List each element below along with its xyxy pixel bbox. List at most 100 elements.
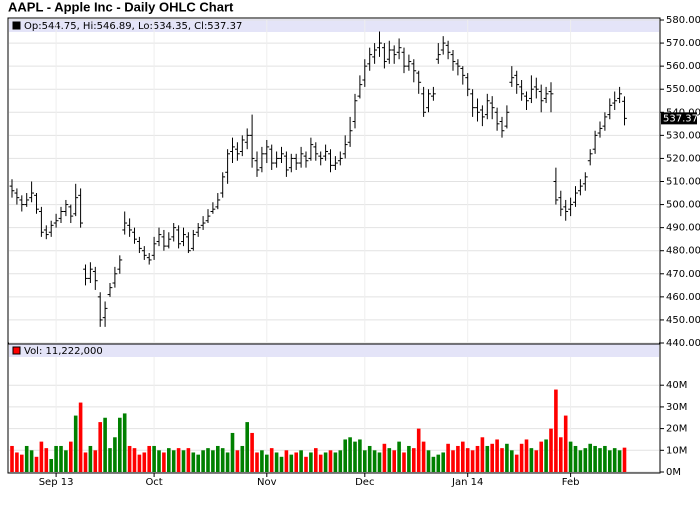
volume-bar (20, 454, 24, 472)
volume-bar (196, 454, 200, 472)
x-tick-label: Feb (562, 477, 580, 488)
volume-bar (510, 450, 514, 472)
volume-bar (392, 450, 396, 472)
volume-bar (358, 439, 362, 472)
volume-bar (274, 452, 279, 472)
volume-bar (147, 445, 151, 472)
volume-bar (333, 452, 338, 472)
volume-bar (176, 448, 181, 472)
volume-bar (88, 445, 93, 472)
volume-bar (416, 428, 421, 472)
volume-bar (387, 448, 392, 472)
y-tick-label: 550.00 (666, 84, 700, 95)
volume-bar (206, 448, 210, 472)
volume-bar (294, 452, 298, 472)
volume-bar (451, 450, 455, 472)
volume-bar (534, 450, 539, 472)
volume-bar (421, 441, 426, 472)
volume-bar (446, 443, 450, 472)
x-tick-label: Dec (355, 477, 374, 488)
volume-bar (598, 448, 602, 472)
volume-bar (171, 450, 176, 472)
volume-bar (225, 452, 230, 472)
volume-bar (103, 417, 107, 472)
chart-title: AAPL - Apple Inc - Daily OHLC Chart (8, 0, 234, 14)
y-tick-label: 570.00 (666, 38, 700, 49)
volume-bar (608, 450, 612, 472)
volume-bar (505, 443, 509, 472)
volume-bar (363, 450, 367, 472)
volume-bar (157, 450, 161, 472)
legend-text: Op:544.75, Hi:546.89, Lo:534.35, Cl:537.… (24, 21, 242, 32)
volume-bar (583, 448, 588, 472)
y-tick-label: 0M (666, 467, 681, 478)
y-tick-label: 580.00 (666, 15, 700, 26)
volume-bar (338, 450, 343, 472)
volume-bar (265, 454, 269, 472)
volume-bar (118, 417, 122, 472)
volume-bar (24, 445, 29, 472)
price-header (9, 19, 659, 32)
volume-bar (122, 413, 127, 472)
volume-bar (426, 450, 431, 472)
volume-bar (98, 422, 102, 472)
volume-bar (108, 448, 112, 472)
y-tick-label: 490.00 (666, 223, 700, 234)
volume-bar (54, 445, 58, 472)
volume-bar (544, 439, 548, 472)
volume-bar (568, 441, 573, 472)
volume-bar (382, 443, 387, 472)
volume-bar (240, 445, 245, 472)
y-tick-label: 480.00 (666, 246, 700, 257)
volume-bar (593, 445, 597, 472)
volume-bar (201, 450, 205, 472)
volume-bar (490, 443, 494, 472)
volume-bar (15, 452, 19, 472)
volume-header (9, 344, 659, 357)
volume-bar (573, 445, 578, 472)
volume-bar (456, 445, 460, 472)
volume-bar (289, 454, 294, 472)
volume-bar (64, 450, 68, 472)
volume-bar (485, 445, 490, 472)
x-tick-label: Oct (145, 477, 162, 488)
volume-bar (519, 443, 524, 472)
legend-swatch (12, 346, 21, 355)
volume-bar (59, 445, 63, 472)
volume-bar (353, 441, 357, 472)
volume-bar (539, 441, 543, 472)
y-tick-label: 530.00 (666, 130, 700, 141)
volume-bar (348, 437, 352, 472)
volume-bar (314, 448, 318, 472)
volume-bar (73, 415, 78, 472)
volume-bar (461, 441, 465, 472)
y-tick-label: 10M (666, 445, 687, 456)
volume-bar (137, 454, 142, 472)
volume-bar (554, 389, 558, 472)
volume-bar (284, 450, 289, 472)
x-tick-label: Jan 14 (451, 477, 483, 488)
volume-bar (162, 452, 166, 472)
volume-bar (142, 452, 147, 472)
y-tick-label: 560.00 (666, 61, 700, 72)
volume-bar (34, 456, 39, 472)
volume-bar (216, 445, 220, 472)
y-tick-label: 460.00 (666, 292, 700, 303)
volume-bar (475, 445, 480, 472)
last-price-box (661, 112, 697, 125)
volume-bar (495, 439, 499, 472)
volume-bar (152, 445, 156, 472)
volume-bar (514, 454, 519, 472)
volume-bar (323, 452, 328, 472)
y-tick-label: 470.00 (666, 269, 700, 280)
volume-bar (470, 450, 475, 472)
volume-bar (211, 450, 215, 472)
volume-bar (39, 441, 44, 472)
volume-bar (480, 437, 485, 472)
volume-bar (132, 448, 137, 472)
volume-bar (167, 448, 171, 472)
volume-bar (441, 452, 445, 472)
volume-bar (328, 450, 333, 472)
volume-bar (304, 456, 308, 472)
